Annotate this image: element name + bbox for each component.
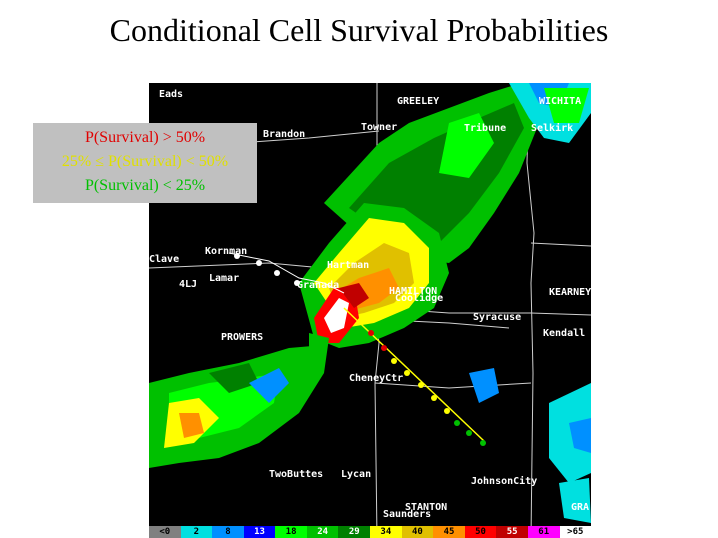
scale-cell: 29 [338,526,371,538]
radar-map: Eads GREELEY WICHITA Brandon Towner Trib… [149,83,591,538]
town-label: Brandon [263,129,306,140]
town-label: CheneyCtr [349,373,404,384]
scale-cell: 34 [370,526,402,538]
scale-cell: 24 [306,526,339,538]
scale-cell: <0 [149,526,181,538]
town-label: GREELEY [397,96,440,107]
town-label: Coolidge [395,293,444,304]
town-label: KEARNEY [549,287,591,298]
legend-mid: 25% ≤ P(Survival) < 50% [61,153,229,170]
town-label: Selkirk [531,123,574,134]
town-label: Hartman [327,260,370,271]
town-label: Granada [297,280,340,291]
scale-cell: 50 [464,526,497,538]
radar-echo-core [299,203,449,348]
radar-echo-southwest [149,333,329,468]
town-label: Towner [361,122,398,133]
storm-track [228,252,486,446]
town-label: STANTON [405,502,448,513]
radar-echo-east [469,368,591,523]
town-label: Lycan [341,469,372,480]
town-label: Tribune [464,123,507,134]
page-title: Conditional Cell Survival Probabilities [109,12,609,48]
scale-cell: 45 [433,526,465,538]
town-label: Syracuse [473,312,522,323]
town-label: 4LJ [179,279,198,290]
scale-cell: 18 [275,526,307,538]
reflectivity-scale: <0 2 8 13 18 24 29 34 40 45 50 55 61 >65 [149,526,592,538]
scale-cell: 61 [527,526,560,538]
town-label: HAMILTON [389,286,438,297]
town-label: Lamar [209,273,240,284]
town-label: Eads [159,89,184,100]
town-label: TwoButtes [269,469,324,480]
scale-cell: 13 [243,526,276,538]
town-label: Saunders [383,509,432,520]
town-label: PROWERS [221,332,264,343]
town-label: Clave [149,254,180,265]
scale-cell: 40 [401,526,434,538]
legend-high: P(Survival) > 50% [84,129,206,146]
town-label: GRA [571,502,590,513]
scale-cell: 55 [496,526,528,538]
town-label: Kendall [543,328,586,339]
town-label: JohnsonCity [471,476,538,487]
radar-echo-layer [149,83,591,538]
legend-low: P(Survival) < 25% [84,177,206,194]
probability-legend: P(Survival) > 50% 25% ≤ P(Survival) < 50… [33,123,257,203]
town-label: Kornman [205,246,248,257]
scale-cell: 2 [180,526,213,538]
scale-cell: >65 [559,526,592,538]
scale-cell: 8 [212,526,244,538]
town-label: WICHITA [539,96,582,107]
